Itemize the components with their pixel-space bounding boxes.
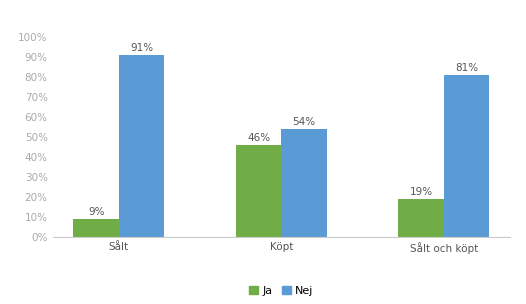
Bar xyxy=(74,219,119,237)
Legend: Ja, Nej: Ja, Nej xyxy=(245,282,318,301)
Bar xyxy=(236,145,281,237)
Text: 91%: 91% xyxy=(130,43,153,53)
Text: 81%: 81% xyxy=(455,63,478,73)
Bar xyxy=(119,55,165,237)
Bar xyxy=(398,199,444,237)
Text: 54%: 54% xyxy=(292,117,316,127)
Text: 19%: 19% xyxy=(410,187,433,197)
Bar xyxy=(281,129,327,237)
Bar xyxy=(444,75,489,237)
Text: 9%: 9% xyxy=(88,207,104,217)
Text: 46%: 46% xyxy=(247,133,270,143)
